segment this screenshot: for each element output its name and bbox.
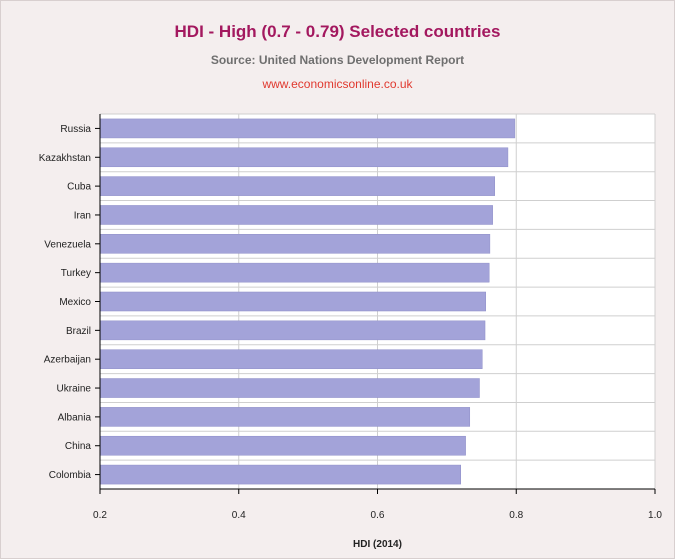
y-tick-label: Turkey xyxy=(61,268,91,279)
bar-cuba xyxy=(99,176,495,196)
x-axis-title: HDI (2014) xyxy=(353,539,402,550)
bar-mexico xyxy=(99,291,486,312)
y-tick-label: China xyxy=(65,441,92,452)
bar-iran xyxy=(99,205,493,225)
y-tick-label: Ukraine xyxy=(57,384,92,395)
x-tick-label: 0.6 xyxy=(371,510,385,521)
bar-brazil xyxy=(99,320,486,341)
bar-kazakhstan xyxy=(99,147,509,168)
bar-russia xyxy=(99,118,516,139)
y-tick-label: Russia xyxy=(60,124,91,135)
x-tick-label: 0.2 xyxy=(93,510,107,521)
y-tick-label: Iran xyxy=(74,210,91,221)
bar-ukraine xyxy=(99,378,480,398)
source-website: www.economicsonline.co.uk xyxy=(262,77,413,91)
y-tick-label: Azerbaijan xyxy=(44,355,91,366)
x-tick-label: 0.4 xyxy=(232,510,246,521)
y-tick-label: Colombia xyxy=(49,470,92,481)
y-tick-label: Kazakhstan xyxy=(39,153,91,164)
y-tick-label: Brazil xyxy=(66,326,91,337)
chart-subtitle: Source: United Nations Development Repor… xyxy=(210,53,465,67)
x-tick-label: 0.8 xyxy=(509,510,523,521)
y-tick-label: Albania xyxy=(58,412,92,423)
x-tick-label: 1.0 xyxy=(648,510,662,521)
bar-albania xyxy=(99,407,471,427)
bar-turkey xyxy=(99,262,490,283)
y-tick-label: Cuba xyxy=(67,182,91,193)
bar-colombia xyxy=(99,464,461,485)
chart-title: HDI - High (0.7 - 0.79) Selected countri… xyxy=(174,22,501,41)
bar-china xyxy=(99,435,466,456)
bar-venezuela xyxy=(99,234,491,254)
y-tick-label: Venezuela xyxy=(44,239,91,250)
bar-azerbaijan xyxy=(99,349,483,369)
y-tick-label: Mexico xyxy=(59,297,91,308)
